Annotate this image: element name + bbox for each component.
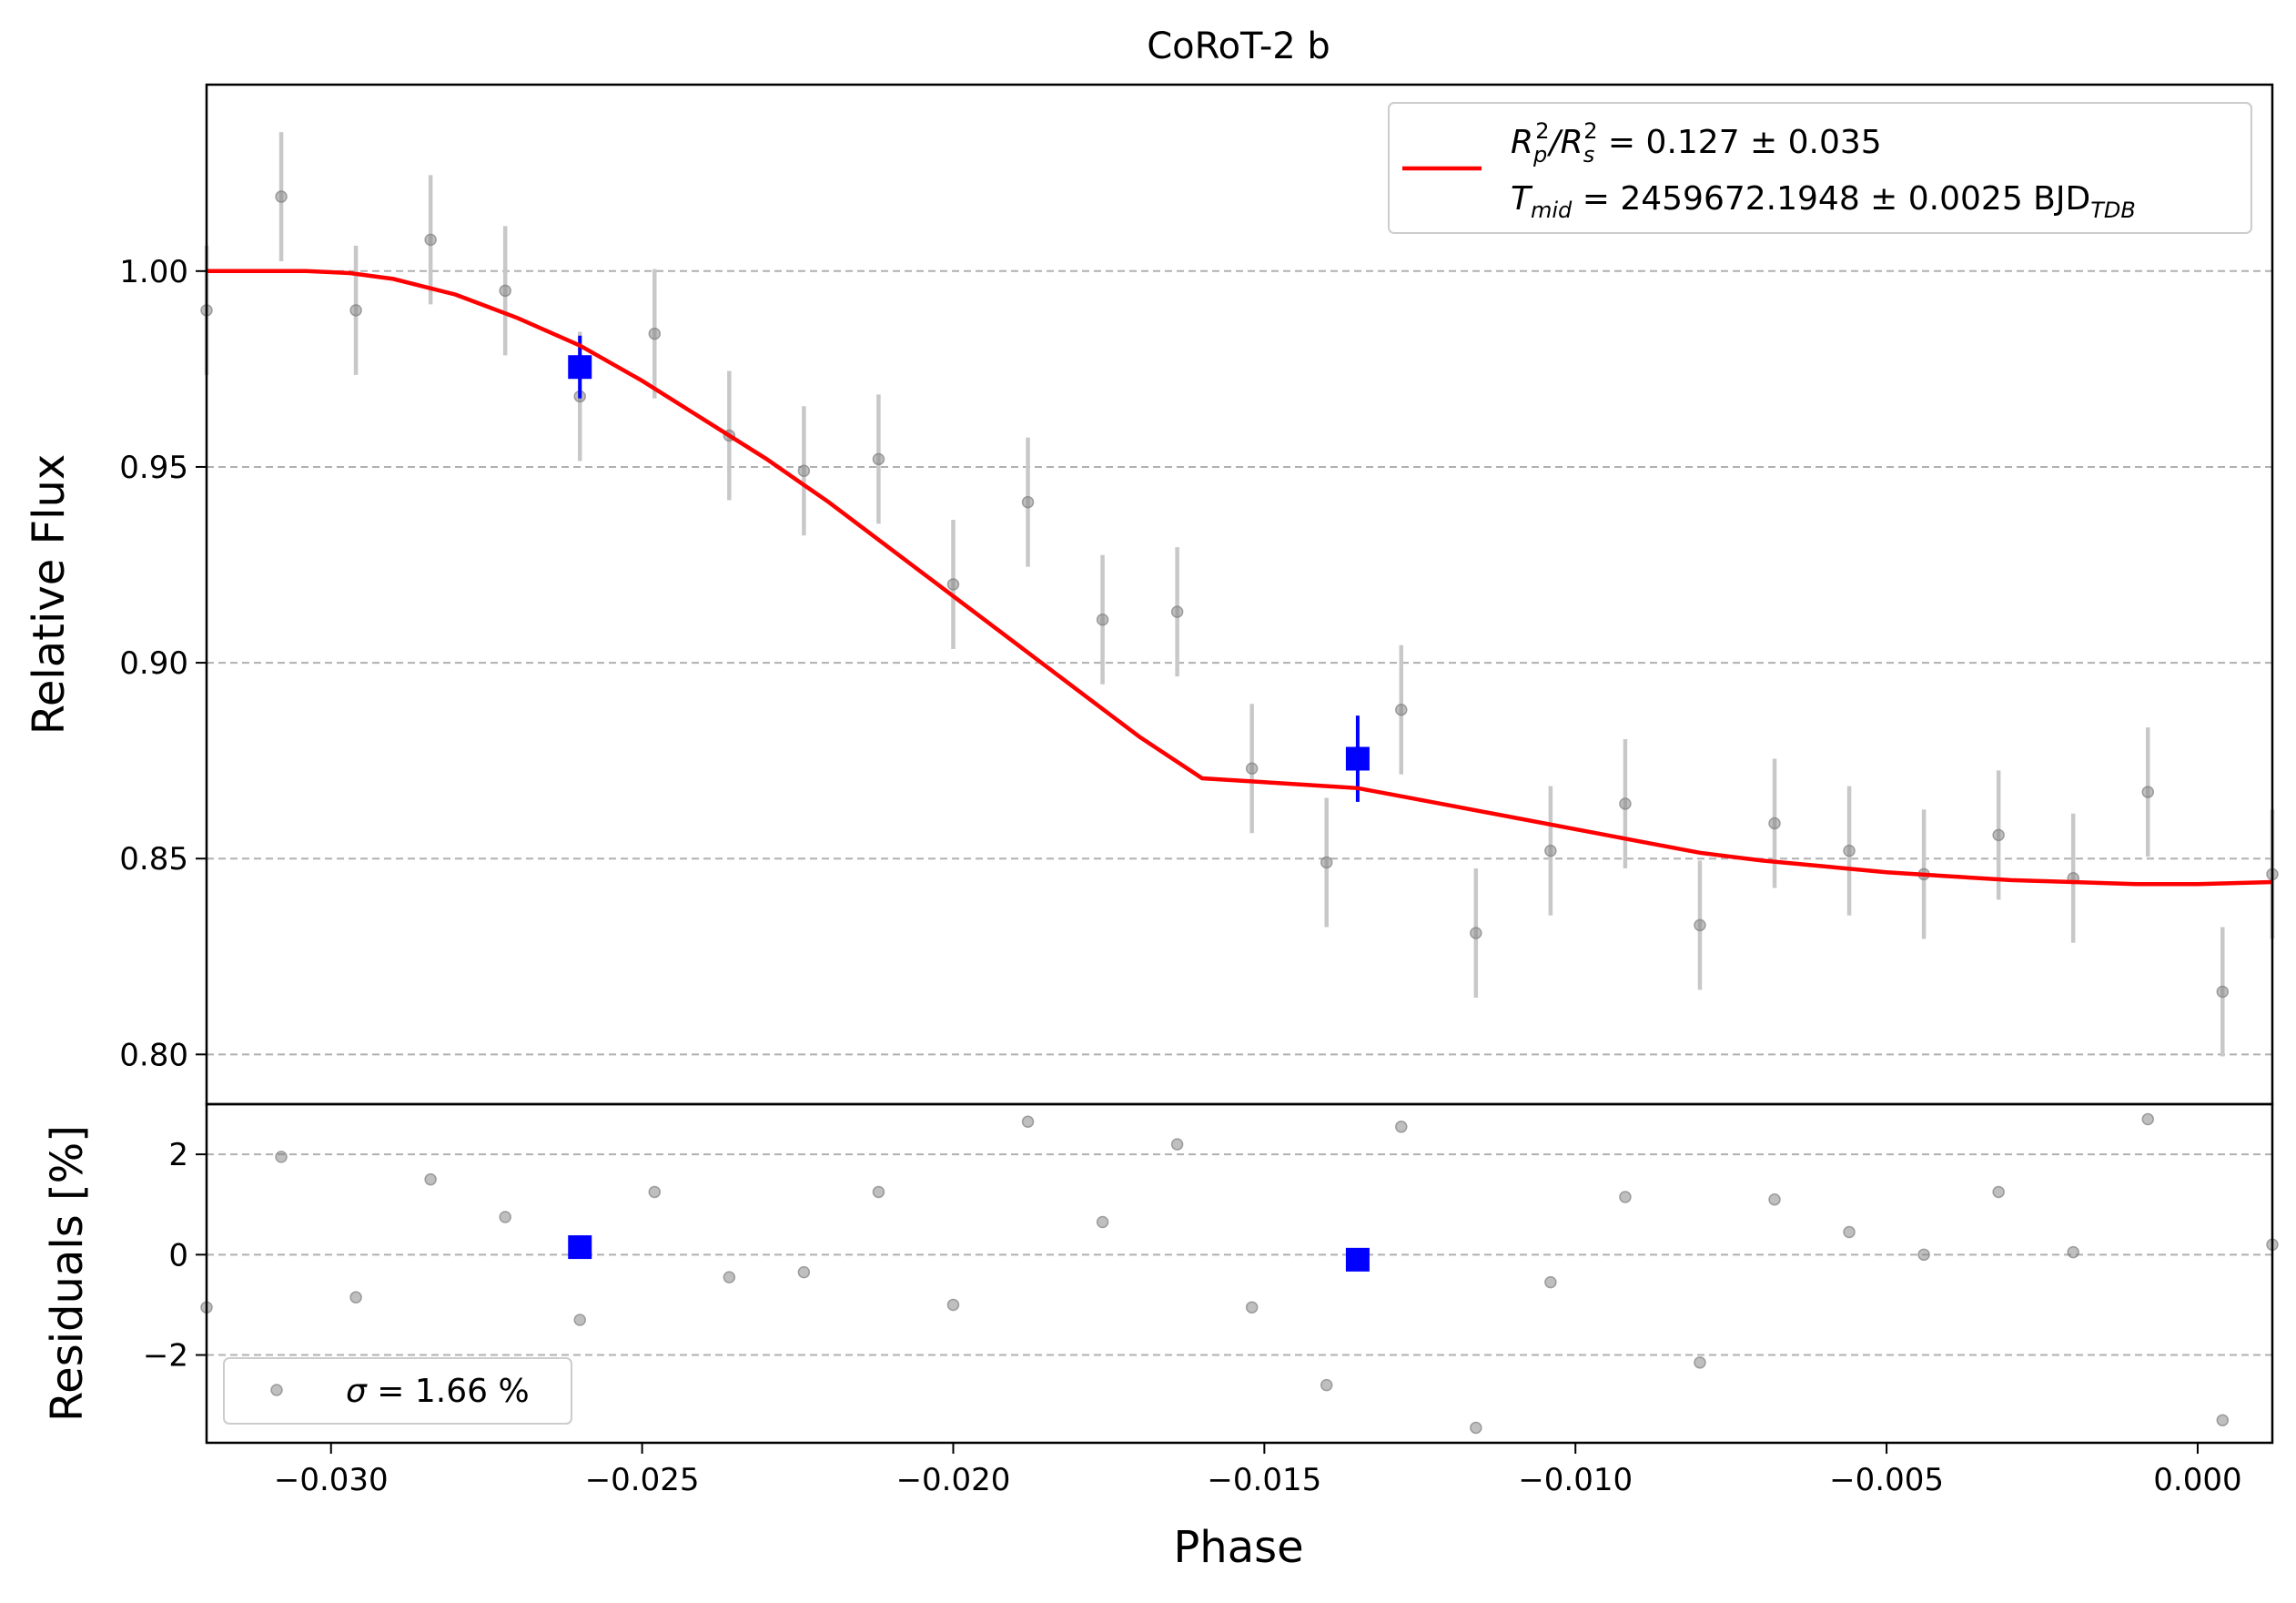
- flux-grid: [207, 269, 2272, 1056]
- flux-data-point: [1320, 856, 1333, 869]
- flux-data-point: [872, 452, 885, 466]
- phase-x-tick-label: −0.015: [1207, 1462, 1321, 1498]
- residual-data-point: [872, 1185, 885, 1199]
- residual-data-point: [1544, 1275, 1557, 1289]
- residuals-axis-label: Residuals [%]: [42, 1125, 93, 1422]
- flux-data-point: [424, 233, 437, 247]
- flux-data-point: [2141, 786, 2155, 798]
- residual-data-point: [1619, 1191, 1632, 1203]
- residuals-y-tick-label: 2: [168, 1137, 188, 1173]
- residual-data-point: [648, 1185, 662, 1199]
- flux-data-point: [349, 304, 362, 317]
- transit-model-curve: [207, 269, 2273, 887]
- phase-x-tick-label: −0.010: [1518, 1462, 1633, 1498]
- residuals-y-tick-label: −2: [143, 1338, 188, 1375]
- flux-binned-point: [1345, 746, 1370, 771]
- residual-data-point: [424, 1172, 437, 1186]
- residual-data-point: [499, 1211, 511, 1223]
- flux-y-tick-label: 0.95: [119, 450, 188, 486]
- flux-data-point: [1619, 797, 1632, 810]
- phase-x-tick-label: 0.000: [2153, 1462, 2241, 1498]
- flux-axis-label: Relative Flux: [24, 454, 75, 736]
- residual-data-point: [1245, 1301, 1259, 1314]
- flux-plot-frame: [205, 83, 2274, 1106]
- residual-data-point: [1768, 1192, 1781, 1206]
- residual-data-point: [1096, 1215, 1109, 1229]
- flux-data-point: [1245, 762, 1259, 776]
- flux-data-point: [1768, 817, 1781, 830]
- flux-data-point: [2216, 985, 2230, 999]
- flux-data-point: [1843, 844, 1856, 857]
- flux-y-tick-label: 0.85: [119, 841, 188, 878]
- residual-data-point: [1917, 1248, 1930, 1262]
- residual-data-point: [723, 1271, 736, 1283]
- chart-title: CoRoT-2 b: [1147, 25, 1330, 67]
- residuals-y-tick-label: 0: [168, 1237, 188, 1273]
- residual-data-point: [2216, 1414, 2230, 1426]
- flux-binned-points: [568, 335, 1370, 802]
- residual-binned-point: [568, 1235, 592, 1260]
- flux-data-point: [1992, 828, 2005, 842]
- flux-data-point: [1096, 614, 1109, 626]
- residual-data-point: [946, 1298, 960, 1312]
- sigma-legend-text: σ = 1.66 %: [346, 1373, 530, 1410]
- residual-data-point: [1470, 1421, 1482, 1435]
- residual-data-point: [1320, 1378, 1333, 1392]
- residual-data-point: [2141, 1112, 2155, 1126]
- residual-data-point: [349, 1291, 362, 1304]
- flux-binned-point: [568, 355, 592, 380]
- phase-x-tick-label: −0.030: [274, 1462, 389, 1498]
- flux-y-tick-label: 0.80: [119, 1037, 188, 1073]
- flux-data-point: [275, 190, 288, 203]
- flux-y-tick-label: 0.90: [119, 645, 188, 682]
- legend-mid-transit: Tmid = 2459672.1948 ± 0.0025 BJDTDB: [1511, 180, 2136, 223]
- flux-data-point: [946, 578, 960, 591]
- residuals-plot-frame: [205, 1102, 2274, 1445]
- residual-data-point: [1395, 1121, 1408, 1133]
- residuals-panel: −2 0 2 Residuals [%] σ = 1.66 %: [42, 1102, 2279, 1445]
- phase-x-tick-label: −0.020: [896, 1462, 1011, 1498]
- residual-data-point: [2067, 1245, 2079, 1259]
- flux-y-tick-label: 1.00: [119, 254, 188, 290]
- residual-data-point: [1843, 1225, 1856, 1239]
- phase-x-ticks: −0.030 −0.025 −0.020 −0.015 −0.010 −0.005 0.00…: [274, 1443, 2242, 1498]
- fit-legend: Rp2/Rs2 = 0.127 ± 0.035 Tmid = 2459672.1…: [1388, 102, 2252, 234]
- residual-data-point: [275, 1151, 288, 1163]
- residual-binned-points: [568, 1235, 1370, 1272]
- residual-data-point: [1170, 1138, 1184, 1151]
- fit-legend-box: [1388, 102, 2252, 234]
- flux-data-point: [1544, 844, 1557, 857]
- sigma-legend-marker: [270, 1384, 283, 1396]
- flux-data-point: [1170, 605, 1184, 618]
- flux-data-point: [1470, 927, 1482, 939]
- legend-radius-ratio: Rp2/Rs2 = 0.127 ± 0.035: [1511, 118, 1882, 167]
- flux-data-point: [1694, 918, 1706, 932]
- phase-axis-label: Phase: [1173, 1522, 1303, 1573]
- flux-data-point: [797, 464, 811, 477]
- flux-data-point: [1021, 495, 1035, 509]
- flux-data-point: [499, 284, 511, 298]
- residual-data-point: [1992, 1185, 2005, 1199]
- residual-data-point: [1694, 1356, 1706, 1369]
- sigma-legend: σ = 1.66 %: [223, 1357, 572, 1425]
- flux-data-point: [648, 327, 662, 340]
- residual-data-point: [1021, 1115, 1035, 1129]
- residual-data-point: [797, 1265, 811, 1279]
- flux-panel: 0.80 0.85 0.90 0.95 1.00 Relative Flux Rp2/R…: [24, 83, 2279, 1106]
- residual-binned-point: [1345, 1247, 1370, 1272]
- phase-x-tick-label: −0.005: [1829, 1462, 1944, 1498]
- flux-data-point: [1395, 703, 1408, 716]
- residual-data-point: [573, 1314, 586, 1326]
- residuals-y-ticks: −2 0 2: [143, 1137, 207, 1375]
- residuals-grid: [207, 1153, 2272, 1356]
- sigma-legend-box: [223, 1357, 572, 1425]
- flux-y-ticks: 0.80 0.85 0.90 0.95 1.00: [119, 254, 207, 1073]
- phase-x-tick-label: −0.025: [585, 1462, 700, 1498]
